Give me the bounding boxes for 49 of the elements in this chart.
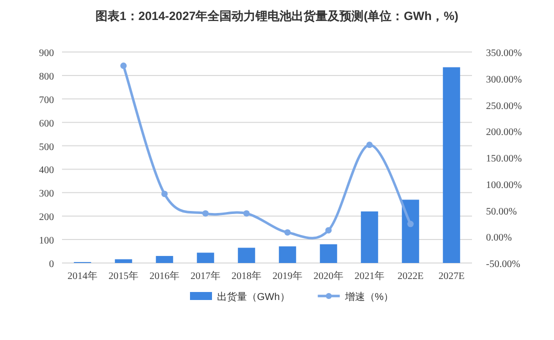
bar xyxy=(442,67,460,263)
bar xyxy=(114,259,132,263)
x-tick-label: 2027E xyxy=(438,271,465,282)
bar xyxy=(156,256,174,263)
title: 图表1：2014-2027年全国动力锂电池出货量及预测(单位：GWh，%) xyxy=(96,9,458,23)
point xyxy=(366,142,373,148)
y2-tick-label: 100.00% xyxy=(486,180,522,191)
bar xyxy=(278,246,296,263)
y2-tick-label: 300.00% xyxy=(486,74,522,86)
y2-tick-label: 250.00% xyxy=(486,100,522,112)
x-tick-label: 2018年 xyxy=(232,270,262,282)
point xyxy=(202,210,209,217)
point xyxy=(161,190,168,198)
bar xyxy=(238,248,256,263)
y-tick-label: 600 xyxy=(39,118,54,130)
x-tick-label: 2019年 xyxy=(272,270,302,282)
x-tick-label: 2014年 xyxy=(68,270,98,282)
point xyxy=(243,210,250,217)
y2-tick-label: 0.00% xyxy=(486,232,512,244)
y-tick-label: 300 xyxy=(39,188,54,200)
y-tick-label: 900 xyxy=(39,48,54,59)
y2-tick-label: -50.00% xyxy=(486,259,520,270)
y2-tick-label: 150.00% xyxy=(486,154,522,164)
legend-label: 出货量（GWh） xyxy=(217,291,290,303)
bar xyxy=(360,211,378,263)
point xyxy=(407,220,414,228)
point xyxy=(325,227,332,234)
point xyxy=(284,229,291,236)
x-tick-label: 2015年 xyxy=(108,270,138,282)
x-tick-label: 2021年 xyxy=(354,270,384,282)
y2-tick-label: 50.00% xyxy=(486,206,517,218)
y-tick-label: 800 xyxy=(39,71,54,82)
y-tick-label: 700 xyxy=(39,94,54,106)
y-tick-label: 500 xyxy=(39,142,54,153)
legend-label: 增速（%） xyxy=(344,291,394,303)
y-tick-label: 0 xyxy=(49,259,54,270)
x-tick-label: 2022E xyxy=(397,271,424,282)
bar xyxy=(402,200,420,263)
x-tick-label: 2017年 xyxy=(190,270,220,282)
x-tick-label: 2020年 xyxy=(314,270,344,282)
bar xyxy=(320,244,338,263)
y-tick-label: 200 xyxy=(39,212,54,224)
y-tick-label: 400 xyxy=(39,165,54,176)
point xyxy=(120,62,127,69)
bar xyxy=(196,252,214,263)
y-tick-label: 100 xyxy=(39,236,54,247)
x-tick-label: 2016年 xyxy=(150,270,180,282)
y2-tick-label: 350.00% xyxy=(486,48,522,59)
y2-tick-label: 200.00% xyxy=(486,127,522,138)
